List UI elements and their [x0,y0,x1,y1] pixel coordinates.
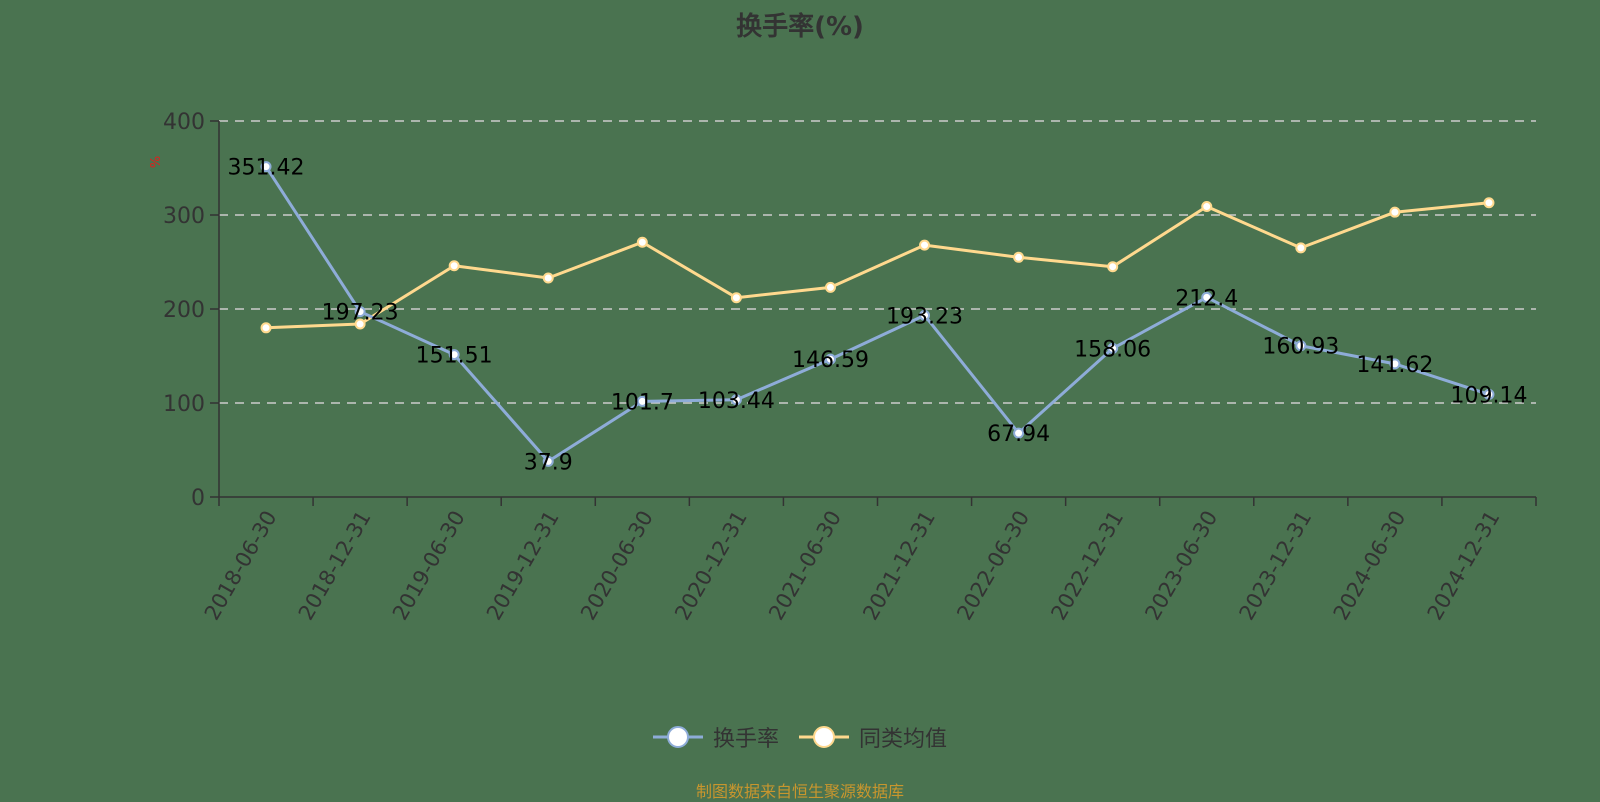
data-label: 351.42 [228,156,305,181]
data-label: 158.06 [1074,337,1151,362]
data-label: 160.93 [1262,335,1339,360]
legend-line-circle-icon [799,726,849,748]
data-point [1483,388,1495,400]
data-source-note: 制图数据来自恒生聚源数据库 [695,782,904,801]
data-point [260,322,272,334]
data-point [1107,261,1119,273]
data-point [542,272,554,284]
data-point [824,353,836,365]
data-point [730,394,742,406]
data-label: 37.9 [524,450,573,475]
data-point [824,281,836,293]
x-tick-label: 2024-06-30 [1329,507,1411,625]
data-label: 141.62 [1356,353,1433,378]
data-point [636,236,648,248]
chart-title: 换手率(%) [736,12,864,42]
data-point [448,260,460,272]
data-label: 193.23 [886,304,963,329]
y-tick-label: 300 [163,204,205,229]
turnover-line [264,165,1490,463]
data-label: 151.51 [416,344,493,369]
data-label: 146.59 [792,348,869,373]
data-point [730,292,742,304]
x-tick-label: 2022-12-31 [1046,507,1128,625]
x-tick-label: 2020-12-31 [670,507,752,625]
x-tick-label: 2019-12-31 [482,507,564,625]
data-point [1295,242,1307,254]
legend-item-peer-average[interactable]: 同类均值 [799,721,947,753]
data-point [919,239,931,251]
data-point [1201,291,1213,303]
data-point [1013,427,1025,439]
data-point [1201,201,1213,213]
data-point [919,309,931,321]
data-label: 212.4 [1175,286,1238,311]
data-point [1389,358,1401,370]
legend-label: 换手率 [712,727,779,752]
x-tick-label: 2020-06-30 [576,507,658,625]
x-tick-label: 2021-06-30 [764,507,846,625]
legend-item-turnover[interactable]: 换手率 [652,721,779,753]
data-label: 109.14 [1450,383,1527,408]
x-tick-label: 2019-06-30 [388,507,470,625]
data-label: 197.23 [322,301,399,326]
data-label: 101.7 [611,390,674,415]
x-tick-label: 2023-12-31 [1235,507,1317,625]
data-point [1389,206,1401,218]
x-tick-label: 2022-06-30 [952,507,1034,625]
data-label: 103.44 [698,389,775,414]
data-point [260,161,272,173]
x-tick-label: 2021-12-31 [858,507,940,625]
y-axis-unit-label: % [149,156,164,168]
legend-line-circle-icon [652,726,703,748]
y-tick-label: 100 [163,392,205,417]
y-tick-label: 0 [191,486,205,511]
data-point [1013,251,1025,263]
x-tick-label: 2024-12-31 [1423,507,1505,625]
x-tick-label: 2018-06-30 [200,507,282,625]
data-point [542,455,554,467]
legend-label: 同类均值 [859,727,948,752]
y-tick-label: 200 [163,298,205,323]
data-point [354,306,366,318]
x-tick-label: 2018-12-31 [294,507,376,625]
data-point [1295,340,1307,352]
peer-average-line [265,201,1490,330]
data-point [636,395,648,407]
data-point [448,349,460,361]
data-label: 67.94 [987,422,1050,447]
data-point [1483,197,1495,209]
data-point [354,318,366,330]
legend: 换手率 同类均值 [0,721,1600,753]
data-point [1107,342,1119,354]
y-tick-label: 400 [163,110,205,135]
x-tick-label: 2023-06-30 [1140,507,1222,625]
